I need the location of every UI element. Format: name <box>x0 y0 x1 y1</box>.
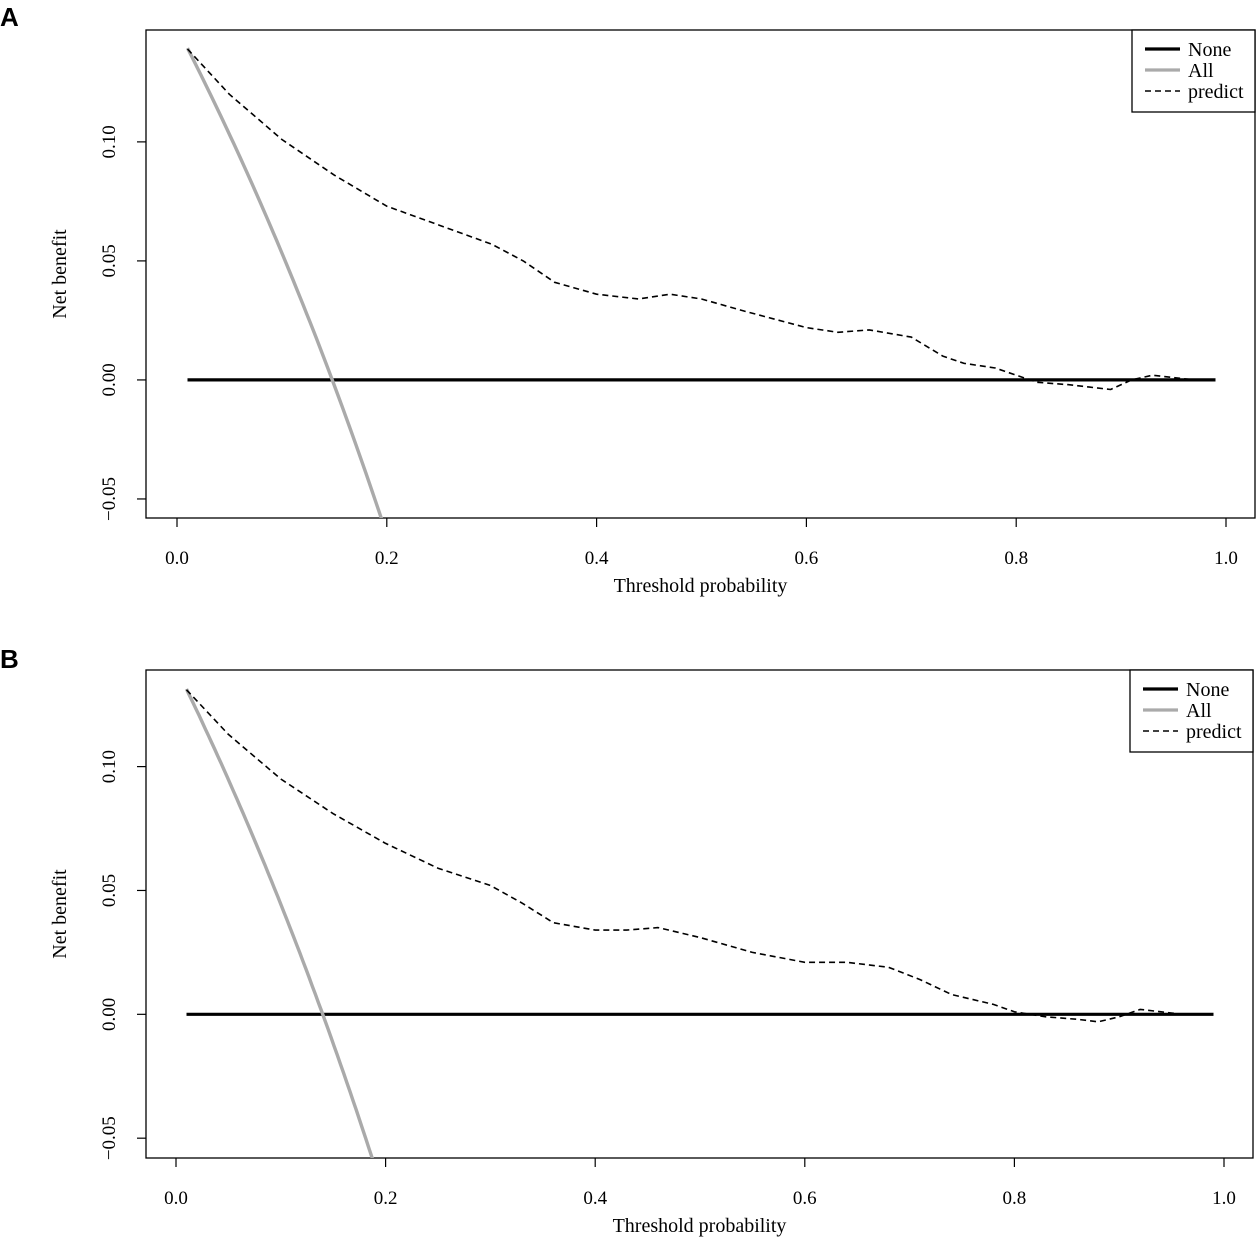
panel-b-legend-label-all: All <box>1186 700 1212 722</box>
panel-b-x-tick-label: 0.0 <box>164 1188 188 1209</box>
panel-b-x-tick-label: 0.6 <box>793 1188 817 1209</box>
panel-a-legend-label-all: All <box>1188 60 1214 82</box>
panel-a-plot-frame <box>145 29 1256 519</box>
panel-a-x-tick-label: 0.4 <box>585 548 609 569</box>
panel-b-x-tick-label: 0.4 <box>583 1188 607 1209</box>
panel-b-y-tick-label: −0.05 <box>99 1116 120 1160</box>
panel-a-series-all-line <box>185 47 383 518</box>
panel-b-legend-label-predict: predict <box>1186 721 1242 743</box>
panel-b-y-tick-label: 0.05 <box>99 874 120 907</box>
panel-a-x-axis-title: Threshold probability <box>614 575 788 597</box>
panel-a-x-tick-label: 0.2 <box>375 548 399 569</box>
panel-b-x-tick-label: 1.0 <box>1212 1188 1236 1209</box>
panel-a-series-predict-line <box>186 48 1216 391</box>
panel-b-x-tick-label: 0.2 <box>374 1188 398 1209</box>
panel-b-y-axis-title: Net benefit <box>49 869 71 959</box>
panel-b: B 0.0 0.2 0.4 0.6 0.8 1.0 −0.05 0.00 0.05 0.10 Thr… <box>0 644 1254 1237</box>
panel-b-x-tick-label: 0.8 <box>1003 1188 1027 1209</box>
panel-a-x-tick-label: 0.8 <box>1004 548 1028 569</box>
panel-a-y-tick-label: 0.00 <box>99 363 120 396</box>
panel-b-series-all-line <box>184 688 374 1158</box>
panel-a-y-tick-label: 0.05 <box>99 244 120 277</box>
panel-b-x-axis-title: Threshold probability <box>613 1215 787 1237</box>
panel-b-plot-frame <box>145 669 1254 1159</box>
panel-a-legend-label-predict: predict <box>1188 81 1244 103</box>
panel-a-x-tick-label: 0.6 <box>795 548 819 569</box>
panel-b-y-tick-label: 0.10 <box>99 750 120 783</box>
panel-b-legend-label-none: None <box>1186 679 1229 701</box>
panel-a-y-tick-label: 0.10 <box>99 125 120 158</box>
panel-a-x-tick-label: 1.0 <box>1214 548 1238 569</box>
panel-a-legend-label-none: None <box>1188 39 1231 61</box>
panel-a-y-axis-title: Net benefit <box>49 229 71 319</box>
panel-a-x-tick-label: 0.0 <box>165 548 189 569</box>
panel-b-y-tick-label: 0.00 <box>99 998 120 1031</box>
panel-a-letter: A <box>0 2 19 32</box>
panel-a: A 0.0 0.2 0.4 0.6 0.8 1.0 −0.05 0.00 0.05 0.10 Thr… <box>0 2 1256 597</box>
panel-a-y-tick-label: −0.05 <box>99 477 120 521</box>
panel-b-series-predict-line <box>185 689 1214 1023</box>
panel-b-letter: B <box>0 644 19 674</box>
